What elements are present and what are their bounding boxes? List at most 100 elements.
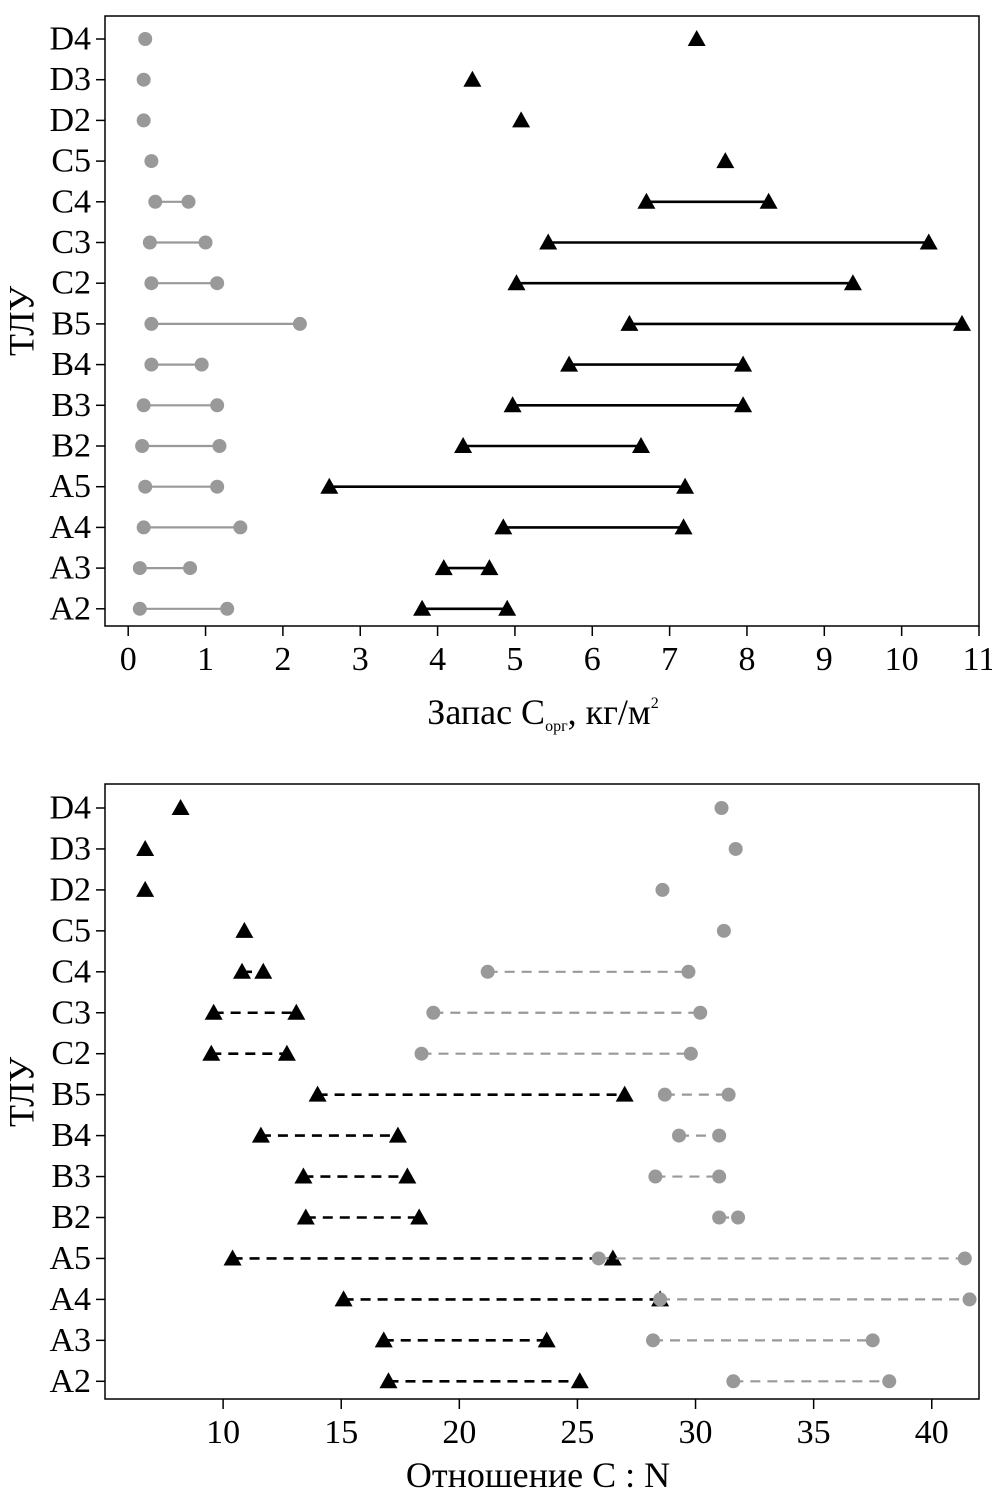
black-triangle-point	[632, 437, 651, 453]
gray-circle-point	[136, 520, 151, 535]
x-tick-label: 40	[915, 1414, 949, 1451]
gray-circle-point	[210, 398, 225, 413]
x-axis-title: Отношение C : N	[406, 1455, 670, 1495]
black-triangle-point	[734, 355, 753, 372]
black-triangle-point	[204, 1003, 223, 1020]
x-tick-label: 35	[797, 1414, 831, 1451]
black-triangle-point	[136, 880, 155, 897]
y-tick-label: C3	[51, 224, 91, 261]
x-tick-label: 3	[352, 641, 369, 678]
black-triangle-point	[434, 559, 453, 576]
black-triangle-point	[620, 314, 639, 331]
gray-circle-point	[693, 1005, 708, 1020]
black-triangle-point	[296, 1208, 315, 1225]
y-tick-label: C3	[51, 994, 91, 1031]
black-triangle-point	[734, 396, 753, 413]
x-tick-label: 9	[816, 641, 833, 678]
gray-circle-point	[865, 1333, 880, 1348]
y-tick-label: B5	[51, 1076, 91, 1113]
y-tick-label: C5	[51, 143, 91, 180]
black-triangle-point	[716, 152, 735, 169]
black-triangle-point	[507, 274, 526, 291]
black-triangle-point	[603, 1249, 622, 1266]
black-triangle-point	[308, 1085, 327, 1102]
gray-circle-point	[653, 1292, 668, 1307]
x-tick-label: 0	[120, 641, 137, 678]
y-tick-label: A2	[49, 1363, 91, 1400]
black-triangle-point	[202, 1044, 221, 1061]
gray-circle-point	[426, 1005, 441, 1020]
black-triangle-point	[494, 518, 513, 535]
gray-circle-point	[292, 316, 307, 331]
y-tick-label: B2	[51, 428, 91, 465]
x-tick-label: 1	[197, 641, 214, 678]
gray-circle-point	[414, 1046, 429, 1061]
black-triangle-point	[843, 274, 862, 291]
black-triangle-point	[374, 1331, 393, 1348]
black-triangle-point	[919, 233, 938, 250]
black-triangle-point	[498, 599, 517, 616]
black-triangle-point	[251, 1126, 270, 1143]
y-tick-label: C4	[51, 183, 91, 220]
y-tick-label: D2	[49, 871, 91, 908]
black-triangle-point	[560, 355, 579, 372]
black-triangle-point	[463, 70, 482, 87]
black-triangle-point	[398, 1167, 417, 1184]
gray-circle-point	[591, 1251, 606, 1266]
gray-circle-point	[648, 1169, 663, 1184]
black-triangle-point	[952, 314, 971, 331]
gray-circle-point	[657, 1087, 672, 1102]
black-triangle-point	[334, 1290, 353, 1307]
black-triangle-point	[687, 30, 706, 46]
y-tick-label: C4	[51, 953, 91, 990]
y-tick-label: D3	[49, 830, 91, 867]
x-tick-label: 11	[963, 641, 992, 678]
cn-ratio-x-ticks: 10 15 20 25 30 35 40	[206, 1399, 949, 1451]
y-axis-title: ТЛУ	[1, 1056, 41, 1127]
black-triangle-point	[171, 799, 190, 815]
black-triangle-point	[413, 599, 432, 616]
gray-circle-point	[210, 479, 225, 494]
x-tick-label: 4	[429, 641, 446, 678]
y-tick-label: D4	[49, 790, 91, 827]
black-triangle-point	[235, 921, 254, 938]
x-axis-title-superscript: 2	[651, 695, 659, 712]
black-triangle-point	[570, 1372, 589, 1389]
plot-frame	[104, 783, 980, 1400]
gray-circle-point	[144, 316, 159, 331]
y-tick-label: C2	[51, 1035, 91, 1072]
gray-circle-point	[136, 72, 151, 87]
y-tick-label: B4	[51, 346, 91, 383]
y-tick-label: A3	[49, 1322, 91, 1359]
x-axis-title-subscript: орг	[545, 718, 568, 735]
gray-circle-point	[138, 32, 153, 46]
gray-circle-point	[655, 882, 670, 897]
y-axis-title: ТЛУ	[1, 285, 41, 356]
black-triangle-point	[379, 1372, 398, 1389]
black-triangle-point	[676, 477, 695, 494]
y-tick-label: A4	[49, 1281, 91, 1318]
black-triangle-point	[388, 1126, 407, 1143]
x-tick-label: 10	[885, 641, 919, 678]
gray-circle-point	[144, 357, 159, 372]
y-tick-label: B2	[51, 1199, 91, 1236]
gray-circle-point	[672, 1128, 687, 1143]
black-triangle-point	[674, 518, 693, 535]
gray-circle-point	[681, 964, 696, 979]
black-triangle-point	[223, 1249, 242, 1266]
gray-circle-point	[721, 1087, 736, 1102]
y-tick-label: D3	[49, 61, 91, 98]
x-tick-label: 30	[679, 1414, 713, 1451]
carbon-stock-x-ticks: 0 1 2 3 4 5 6 7 8 9 10 11	[120, 626, 992, 678]
black-triangle-point	[410, 1208, 429, 1225]
gray-circle-point	[712, 1169, 727, 1184]
gray-circle-point	[957, 1251, 972, 1266]
black-triangle-point	[254, 962, 273, 979]
gray-circle-point	[962, 1292, 977, 1307]
gray-circle-point	[198, 235, 213, 250]
gray-circle-point	[731, 1210, 746, 1225]
